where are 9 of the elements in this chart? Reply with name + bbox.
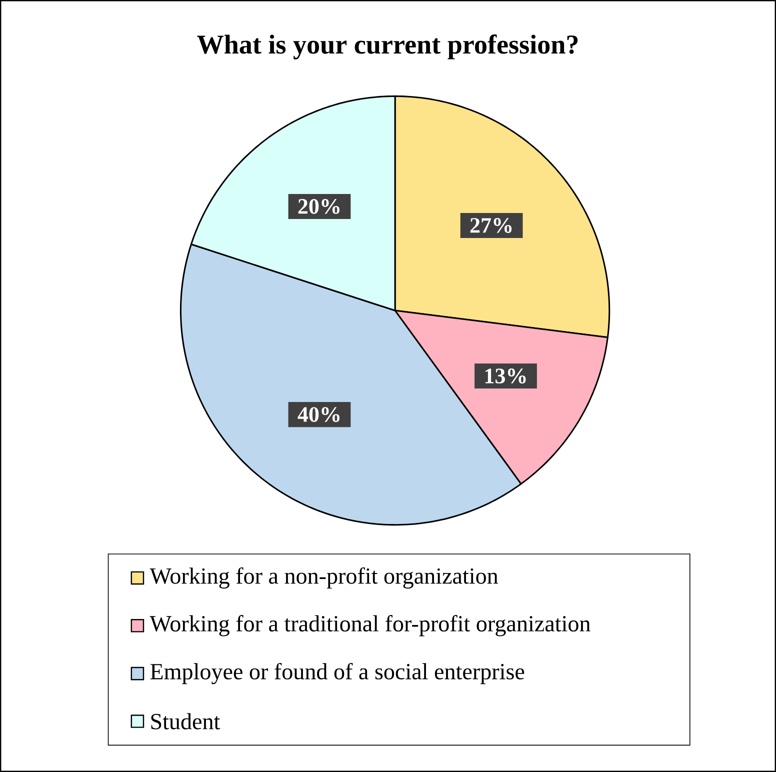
data-label: 27% <box>470 218 512 233</box>
legend-label: Student <box>151 713 220 730</box>
legend-label: Working for a traditional for-profit organization <box>150 615 590 636</box>
legend-label: Employee or found of a social enterprise <box>150 662 524 684</box>
data-label: 40% <box>298 407 340 422</box>
chart-title: What is your current profession? <box>197 34 578 60</box>
legend-label: Working for a non-profit organization <box>150 567 498 589</box>
data-label: 13% <box>485 368 526 384</box>
data-label: 20% <box>298 199 340 214</box>
